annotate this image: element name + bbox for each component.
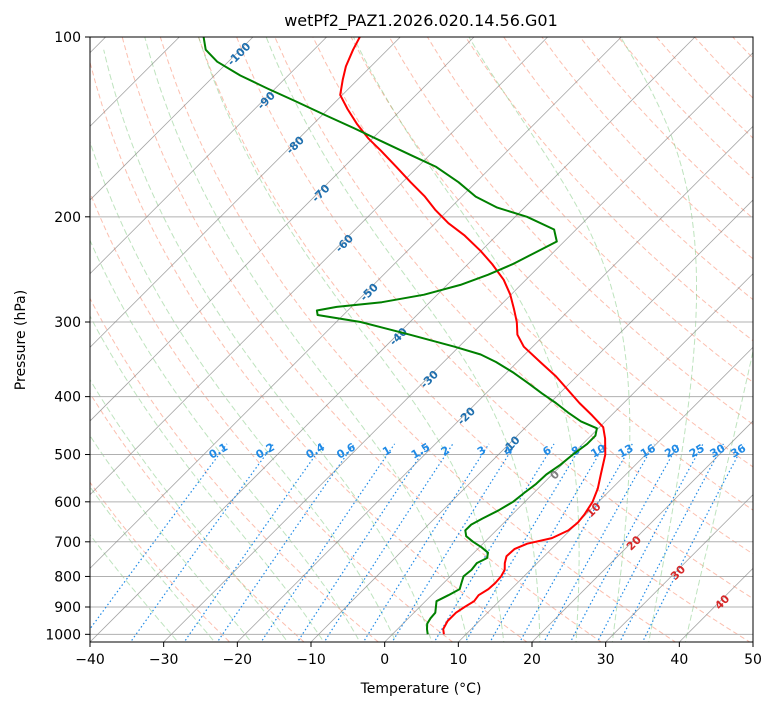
y-tick-label: 700 (54, 535, 81, 551)
x-tick-label: 0 (380, 652, 389, 668)
y-tick-label: 900 (54, 600, 81, 616)
y-tick-label: 300 (54, 315, 81, 331)
x-tick-label: −40 (75, 652, 105, 668)
y-tick-label: 800 (54, 569, 81, 585)
x-tick-label: 10 (449, 652, 467, 668)
y-tick-label: 200 (54, 210, 81, 226)
x-tick-label: −20 (223, 652, 253, 668)
x-tick-label: 50 (744, 652, 762, 668)
y-tick-label: 1000 (45, 627, 81, 643)
y-tick-label: 500 (54, 448, 81, 464)
y-tick-label: 100 (54, 30, 81, 46)
x-tick-label: 40 (670, 652, 688, 668)
y-tick-label: 600 (54, 495, 81, 511)
x-tick-label: 20 (523, 652, 541, 668)
x-tick-label: −10 (296, 652, 326, 668)
x-axis-label: Temperature (°C) (360, 681, 482, 697)
chart-title: wetPf2_PAZ1.2026.020.14.56.G01 (284, 11, 558, 31)
x-tick-label: 30 (597, 652, 615, 668)
x-tick-label: −30 (149, 652, 179, 668)
y-tick-label: 400 (54, 390, 81, 406)
y-axis-label: Pressure (hPa) (13, 290, 29, 390)
